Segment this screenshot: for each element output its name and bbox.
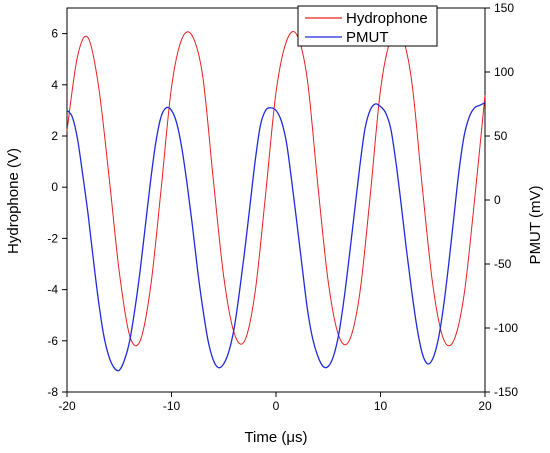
y2-tick-label-2: -50 xyxy=(494,257,512,271)
legend: Hydrophone PMUT xyxy=(297,5,438,47)
y-tick-label-2: -4 xyxy=(47,283,58,297)
y2-tick-label-6: 150 xyxy=(494,1,514,15)
x-tick-label-3: 10 xyxy=(374,399,388,413)
series-line-hydrophone xyxy=(66,29,486,347)
y-tick-label-3: -2 xyxy=(47,231,58,245)
y-tick-label-5: 2 xyxy=(51,129,58,143)
y2-tick-label-5: 100 xyxy=(494,65,514,79)
y2-tick-label-3: 0 xyxy=(494,193,501,207)
legend-label-hydrophone: Hydrophone xyxy=(346,10,428,27)
x-tick-label-1: -10 xyxy=(163,399,181,413)
series-line-pmut xyxy=(66,102,486,372)
x-tick-label-4: 20 xyxy=(478,399,492,413)
y-tick-label-0: -8 xyxy=(47,385,58,399)
legend-label-pmut: PMUT xyxy=(346,29,389,46)
axes-layer: -20 -10 0 10 20-8-6-4-20246-150-100-50050100… xyxy=(47,1,518,413)
y-axis-title: Hydrophone (V) xyxy=(5,148,22,254)
y2-tick-label-4: 50 xyxy=(494,129,508,143)
y-tick-label-6: 4 xyxy=(51,78,58,92)
x-tick-label-0: -20 xyxy=(58,399,76,413)
series-layer xyxy=(66,29,486,372)
y-tick-label-1: -6 xyxy=(47,334,58,348)
y2-tick-label-1: -100 xyxy=(494,321,518,335)
y2-axis-title: PMUT (mV) xyxy=(527,186,544,265)
x-tick-label-2: 0 xyxy=(273,399,280,413)
y2-tick-label-0: -150 xyxy=(494,385,518,399)
y-tick-label-7: 6 xyxy=(51,27,58,41)
legend-box xyxy=(297,5,438,47)
y-tick-label-4: 0 xyxy=(51,180,58,194)
x-axis-title: Time (μs) xyxy=(244,429,307,446)
